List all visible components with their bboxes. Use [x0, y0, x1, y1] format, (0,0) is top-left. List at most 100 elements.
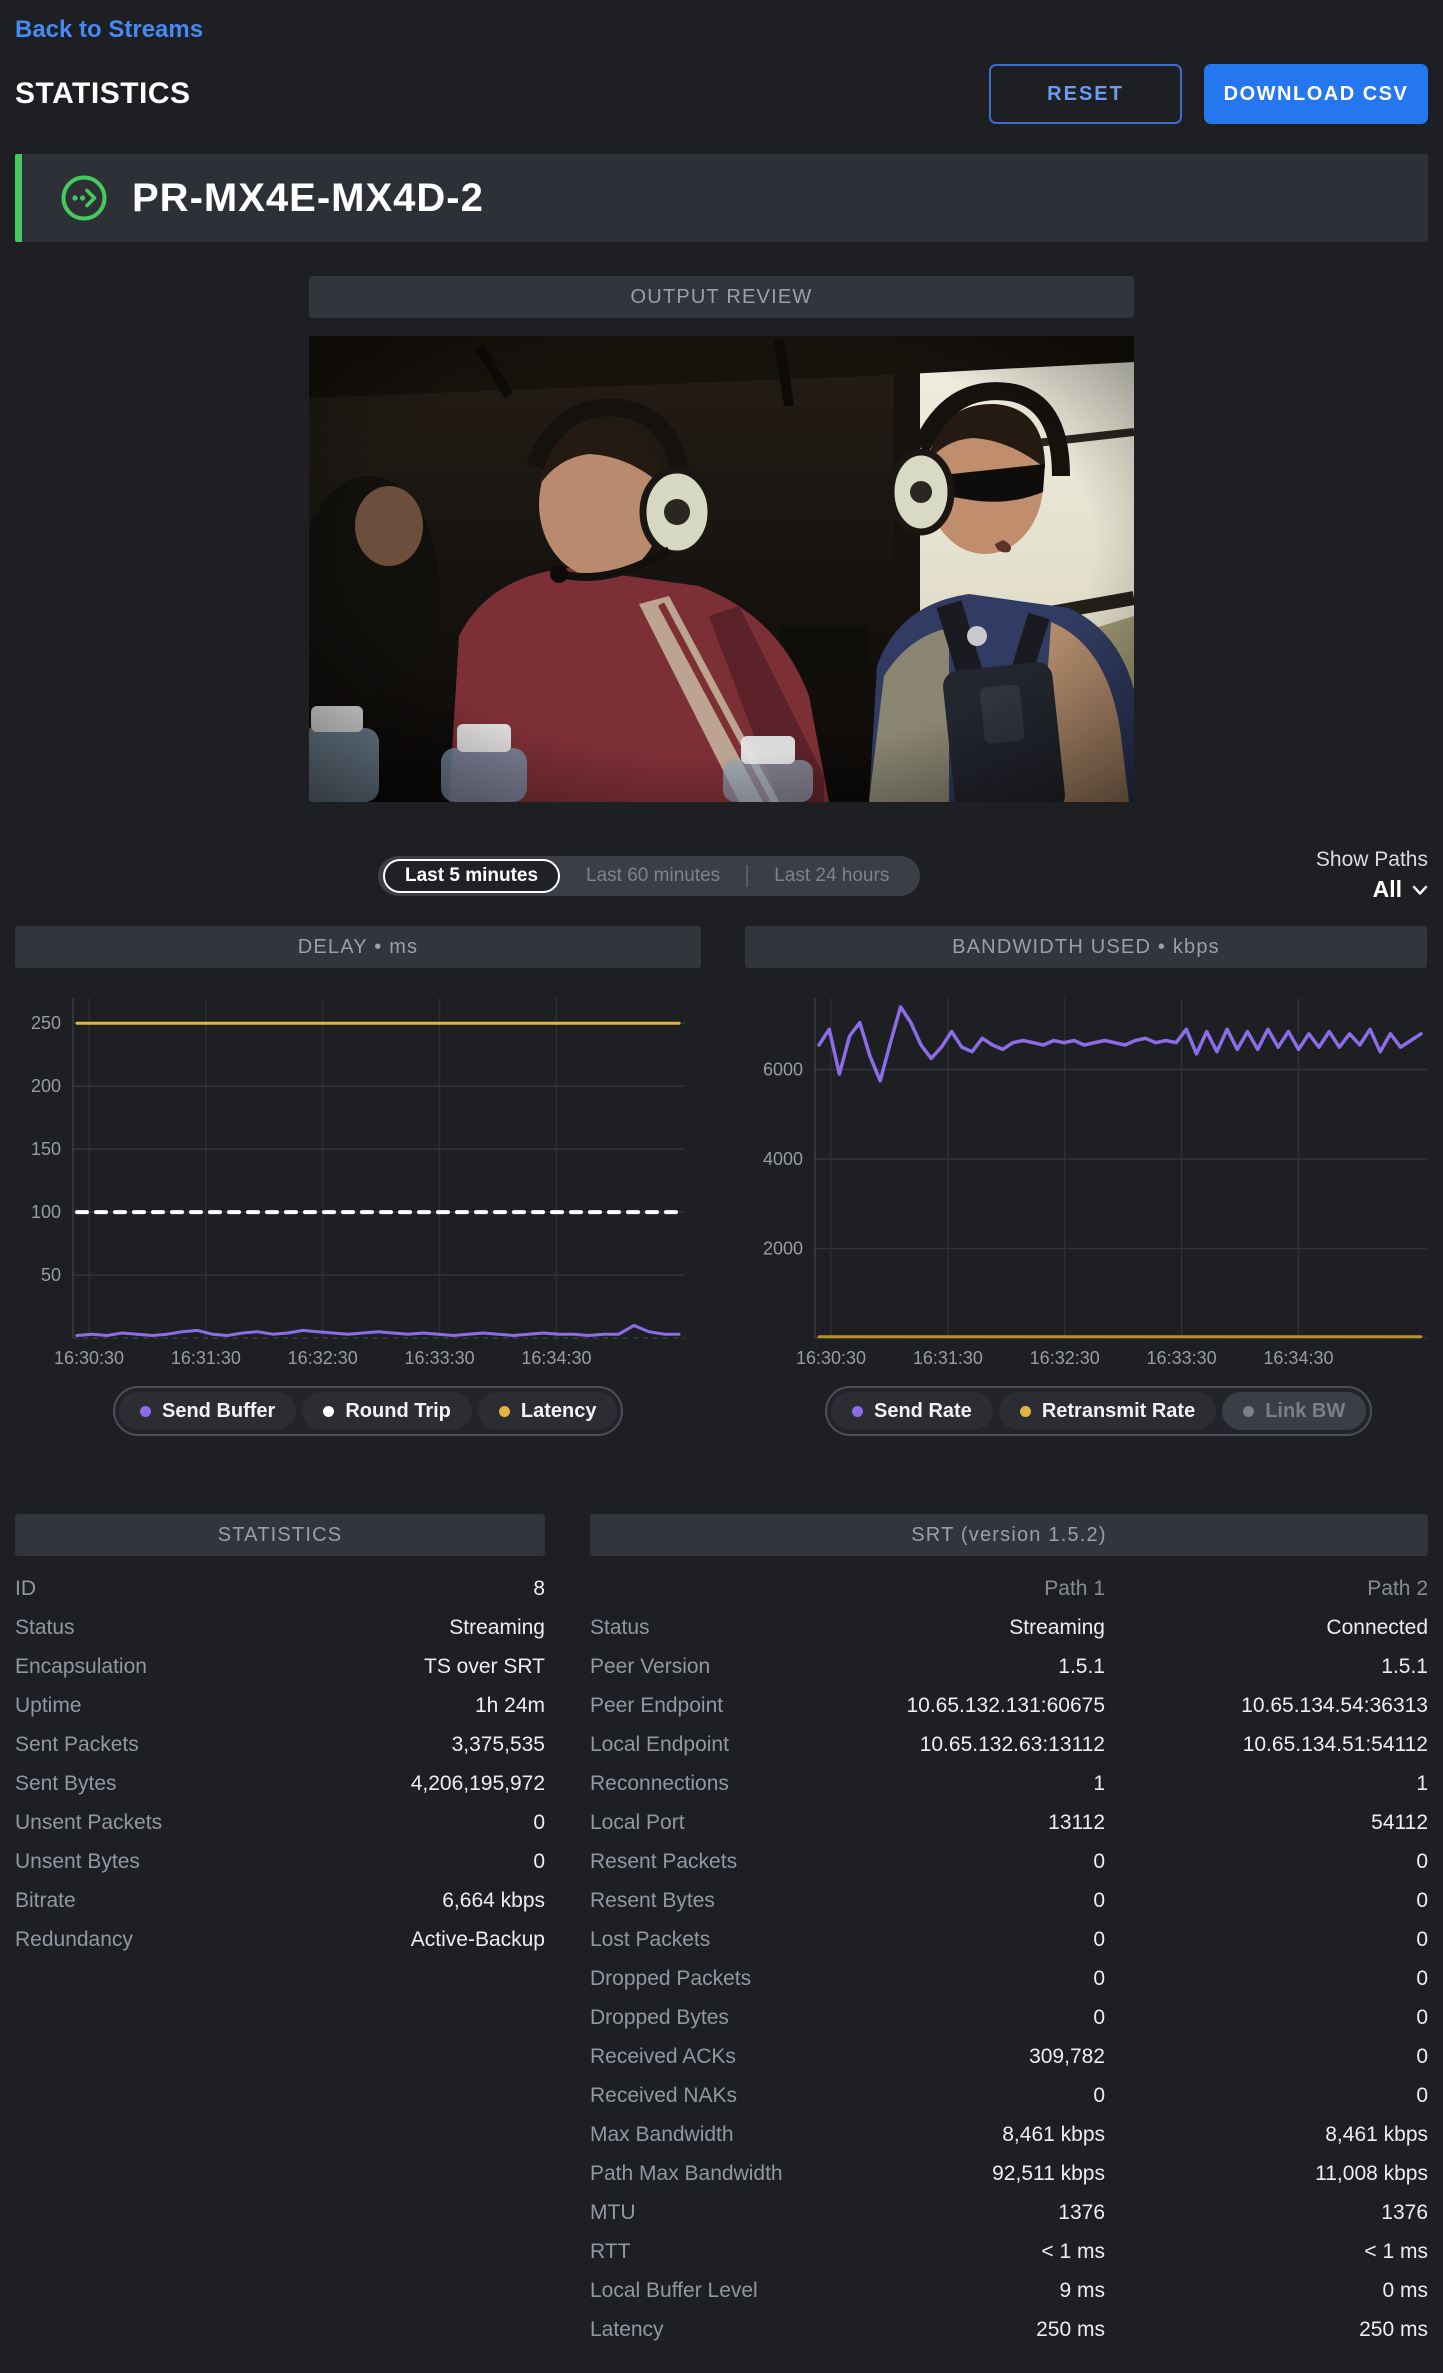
srt-path1-value: 0 — [1093, 1849, 1105, 1873]
srt-path2-value: 54112 — [1371, 1810, 1428, 1834]
statistics-row-id: ID 8 — [15, 1569, 545, 1608]
time-range-option-last-24-hours[interactable]: Last 24 hours — [774, 865, 890, 886]
svg-text:16:34:30: 16:34:30 — [1263, 1348, 1333, 1368]
bandwidth-chart: 2000 4000 6000 16:30:30 16:31:30 16:32:30 16:3… — [763, 998, 1427, 1368]
stat-value: Streaming — [449, 1615, 545, 1639]
srt-path1-value: 8,461 kbps — [1002, 2122, 1105, 2146]
download-csv-button[interactable]: DOWNLOAD CSV — [1204, 64, 1428, 124]
srt-row-local-endpoint: Local Endpoint 10.65.132.63:13112 10.65.13… — [590, 1725, 1428, 1764]
srt-label: Peer Endpoint — [590, 1693, 724, 1717]
path-1-column-header: Path 1 — [1044, 1576, 1105, 1600]
srt-label: Latency — [590, 2317, 664, 2341]
srt-path1-value: 10.65.132.131:60675 — [906, 1693, 1105, 1717]
legend-item-link-bw[interactable]: Link BW — [1222, 1392, 1367, 1430]
srt-path1-value: 1 — [1093, 1771, 1105, 1795]
legend-item-send-buffer[interactable]: Send Buffer — [119, 1392, 297, 1430]
srt-row-resent-bytes: Resent Bytes 0 0 — [590, 1881, 1428, 1920]
srt-row-dropped-bytes: Dropped Bytes 0 0 — [590, 1998, 1428, 2037]
stat-value: TS over SRT — [424, 1654, 545, 1678]
svg-text:16:31:30: 16:31:30 — [913, 1348, 983, 1368]
svg-text:2000: 2000 — [763, 1239, 803, 1259]
stat-value: 8 — [533, 1576, 545, 1600]
statistics-row-bitrate: Bitrate 6,664 kbps — [15, 1881, 545, 1920]
srt-path2-value: 10.65.134.54:36313 — [1241, 1693, 1428, 1717]
srt-path2-value: < 1 ms — [1364, 2239, 1428, 2263]
srt-path1-value: < 1 ms — [1041, 2239, 1105, 2263]
srt-path2-value: 0 — [1416, 1927, 1428, 1951]
srt-path1-value: 0 — [1093, 1966, 1105, 1990]
srt-row-received-acks: Received ACKs 309,782 0 — [590, 2037, 1428, 2076]
stat-value: Active-Backup — [410, 1927, 545, 1951]
bandwidth-legend: Send Rate Retransmit Rate Link BW — [825, 1386, 1373, 1436]
reset-button[interactable]: RESET — [989, 64, 1182, 124]
bandwidth-chart-header: BANDWIDTH USED • kbps — [745, 926, 1427, 968]
chevron-down-icon — [1412, 885, 1428, 895]
srt-path2-value: 8,461 kbps — [1325, 2122, 1428, 2146]
srt-path1-value: 250 ms — [1036, 2317, 1105, 2341]
srt-row-received-naks: Received NAKs 0 0 — [590, 2076, 1428, 2115]
stat-value: 1h 24m — [474, 1693, 545, 1717]
srt-path2-value: 0 — [1416, 2083, 1428, 2107]
srt-path1-value: 1.5.1 — [1058, 1654, 1105, 1678]
srt-path1-value: 0 — [1093, 2083, 1105, 2107]
legend-item-round-trip[interactable]: Round Trip — [302, 1392, 472, 1430]
stat-value: 0 — [533, 1849, 545, 1873]
srt-path2-value: 11,008 kbps — [1315, 2161, 1428, 2185]
back-to-streams-link[interactable]: Back to Streams — [15, 16, 204, 43]
srt-row-latency: Latency 250 ms 250 ms — [590, 2310, 1428, 2349]
show-paths-control: Show Paths All — [1316, 848, 1428, 903]
srt-path-header-row: Path 1 Path 2 — [590, 1569, 1428, 1608]
srt-path2-value: 1.5.1 — [1381, 1654, 1428, 1678]
srt-row-local-port: Local Port 13112 54112 — [590, 1803, 1428, 1842]
stat-value: 3,375,535 — [451, 1732, 545, 1756]
srt-row-max-bandwidth: Max Bandwidth 8,461 kbps 8,461 kbps — [590, 2115, 1428, 2154]
bandwidth-chart-block: BANDWIDTH USED • kbps 2000 4000 6000 16:30:… — [745, 926, 1443, 1436]
srt-path2-value: Connected — [1326, 1615, 1428, 1639]
srt-label: Local Buffer Level — [590, 2278, 758, 2302]
srt-path2-value: 1376 — [1381, 2200, 1428, 2224]
svg-text:16:34:30: 16:34:30 — [521, 1348, 591, 1368]
toggle-divider — [746, 865, 749, 887]
show-paths-select[interactable]: All — [1373, 876, 1428, 903]
srt-path1-value: 0 — [1093, 1927, 1105, 1951]
svg-text:16:32:30: 16:32:30 — [288, 1348, 358, 1368]
legend-dot-icon — [323, 1405, 335, 1417]
time-range-option-last-5-minutes[interactable]: Last 5 minutes — [383, 859, 561, 893]
stat-label: Bitrate — [15, 1888, 76, 1912]
srt-path1-value: Streaming — [1009, 1615, 1105, 1639]
stream-banner: PR-MX4E-MX4D-2 — [15, 154, 1428, 242]
srt-label: Resent Packets — [590, 1849, 738, 1873]
toolbar: RESET DOWNLOAD CSV — [989, 64, 1428, 124]
srt-row-lost-packets: Lost Packets 0 0 — [590, 1920, 1428, 1959]
legend-item-retransmit-rate[interactable]: Retransmit Rate — [998, 1392, 1217, 1430]
srt-row-path-max-bandwidth: Path Max Bandwidth 92,511 kbps 11,008 kbps — [590, 2154, 1428, 2193]
legend-item-latency[interactable]: Latency — [477, 1392, 618, 1430]
stat-label: Uptime — [15, 1693, 82, 1717]
output-review-header: OUTPUT REVIEW — [309, 276, 1134, 318]
delay-legend-row: Send Buffer Round Trip Latency — [113, 1386, 701, 1436]
stat-label: Sent Packets — [15, 1732, 139, 1756]
legend-dot-icon — [852, 1405, 863, 1417]
srt-path2-value: 0 — [1416, 1966, 1428, 1990]
statistics-row-redundancy: Redundancy Active-Backup — [15, 1920, 545, 1959]
legend-label: Round Trip — [345, 1399, 451, 1422]
statistics-row-unsent-bytes: Unsent Bytes 0 — [15, 1842, 545, 1881]
time-range-option-last-60-minutes[interactable]: Last 60 minutes — [586, 865, 721, 886]
srt-row-rtt: RTT < 1 ms < 1 ms — [590, 2232, 1428, 2271]
legend-dot-icon — [140, 1405, 151, 1417]
srt-path1-value: 0 — [1093, 2005, 1105, 2029]
delay-chart-block: DELAY • ms 50 100 150 200 250 16:30:30 16:31:3… — [15, 926, 701, 1436]
svg-text:250: 250 — [31, 1013, 61, 1033]
srt-label: Received ACKs — [590, 2044, 736, 2068]
stat-label: Encapsulation — [15, 1654, 147, 1678]
page-title: STATISTICS — [15, 77, 191, 110]
stat-label: ID — [15, 1576, 36, 1600]
srt-path2-value: 0 ms — [1382, 2278, 1428, 2302]
output-video-preview — [309, 336, 1134, 802]
srt-label: Max Bandwidth — [590, 2122, 734, 2146]
svg-text:150: 150 — [31, 1139, 61, 1159]
legend-item-send-rate[interactable]: Send Rate — [831, 1392, 993, 1430]
srt-label: Reconnections — [590, 1771, 729, 1795]
time-range-toggle: Last 5 minutes Last 60 minutes Last 24 hou… — [378, 856, 921, 896]
